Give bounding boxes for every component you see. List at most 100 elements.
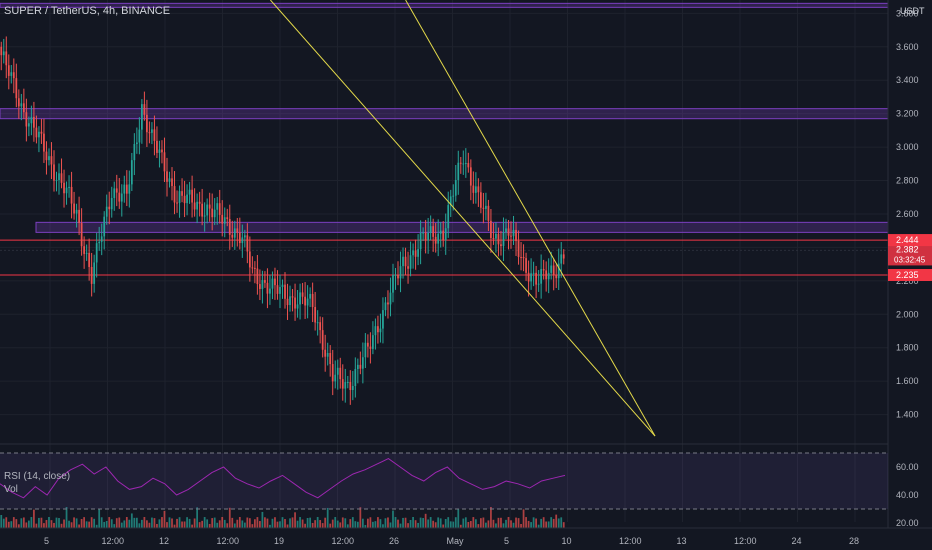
candle-body [299, 292, 301, 305]
candle-body [392, 274, 394, 293]
candle-body [60, 173, 63, 183]
candle-body [497, 233, 500, 245]
candle-body [221, 214, 224, 224]
volume-bar [537, 524, 540, 528]
volume-bar [70, 522, 73, 528]
candle-body [161, 149, 163, 153]
candle-body [472, 185, 475, 193]
volume-bar [266, 518, 269, 528]
volume-bar [331, 519, 334, 528]
candle-body [366, 342, 369, 347]
candle-body [542, 269, 545, 271]
volume-bar [43, 523, 45, 528]
volume-bar [7, 521, 10, 528]
candle-body [309, 293, 312, 299]
volume-bar [316, 517, 319, 528]
price-marker-label: 2.235 [896, 270, 919, 280]
volume-bar [409, 519, 412, 528]
volume-bar [113, 524, 116, 528]
volume-bar [135, 517, 138, 528]
candle-body [75, 209, 78, 214]
price-tick-label: 3.400 [896, 75, 919, 85]
candle-body [176, 202, 178, 204]
candle-body [512, 229, 515, 237]
volume-bar [286, 524, 289, 528]
volume-bar [168, 517, 171, 528]
candle-body [545, 270, 548, 280]
volume-bar [304, 523, 306, 528]
candle-body [140, 104, 143, 130]
volume-bar [138, 523, 141, 528]
candle-body [53, 164, 55, 181]
volume-bar [349, 519, 352, 528]
candle-body [163, 152, 166, 172]
candle-body [0, 46, 3, 56]
volume-bar [203, 517, 206, 528]
candles [0, 36, 565, 528]
volume-bar [153, 518, 156, 528]
volume-bar [324, 517, 327, 528]
volume-bar [372, 521, 374, 528]
candle-body [379, 328, 382, 333]
rsi-pane: 60.00 40.00 20.00 [0, 452, 919, 528]
candle-body [73, 203, 75, 214]
candle-body [525, 258, 527, 273]
candle-body [510, 235, 512, 237]
candle-body [409, 255, 412, 269]
price-tick-label: 2.000 [896, 309, 919, 319]
volume-bar [351, 517, 354, 528]
candle-body [201, 203, 204, 217]
volume-bar [5, 517, 8, 528]
volume-bar [397, 519, 399, 528]
price-tick-label: 2.800 [896, 176, 919, 186]
volume-bar [55, 517, 58, 528]
volume-bar [414, 520, 417, 528]
volume-bar [469, 520, 472, 528]
volume-bar [520, 523, 522, 528]
time-tick-label: 5 [44, 536, 49, 546]
candle-body [35, 127, 38, 138]
volume-bar [444, 518, 447, 528]
candle-body [500, 244, 502, 247]
candle-body [216, 203, 219, 210]
candle-body [236, 228, 239, 233]
trendlines [270, 0, 656, 437]
candle-body [191, 189, 193, 203]
volume-bar [12, 517, 15, 528]
candle-body [206, 204, 209, 216]
candle-body [178, 191, 181, 203]
volume-bar [133, 517, 136, 528]
price-levels [0, 239, 888, 276]
volume-bar [507, 517, 510, 528]
volume-bar [557, 518, 560, 528]
candle-body [507, 228, 510, 236]
candle-body [20, 103, 23, 107]
volume-bar [452, 521, 455, 528]
volume-bar [555, 514, 558, 528]
volume-bar [321, 523, 324, 528]
volume-bar [442, 524, 445, 528]
volume-bar [497, 517, 500, 528]
time-tick-label: 12:00 [619, 536, 642, 546]
candle-body [158, 149, 161, 153]
volume-bar [98, 508, 101, 528]
volume-bar [85, 521, 88, 528]
price-tick-label: 3.000 [896, 142, 919, 152]
volume-bar [33, 509, 35, 528]
candle-body [108, 206, 111, 210]
volume-bar [188, 518, 191, 528]
volume-bar [419, 517, 422, 528]
volume-bar [251, 524, 254, 528]
volume-bar [68, 520, 70, 528]
candle-body [266, 282, 269, 294]
candle-body [560, 254, 563, 264]
candle-body [492, 238, 495, 240]
volume-bar [377, 517, 379, 528]
volume-bar [301, 519, 304, 528]
volume-bar [535, 518, 538, 528]
volume-bar [547, 521, 550, 528]
volume-bar [22, 517, 25, 528]
rsi-tick-label: 20.00 [896, 518, 919, 528]
volume-bar [226, 523, 229, 528]
candle-body [557, 263, 560, 279]
